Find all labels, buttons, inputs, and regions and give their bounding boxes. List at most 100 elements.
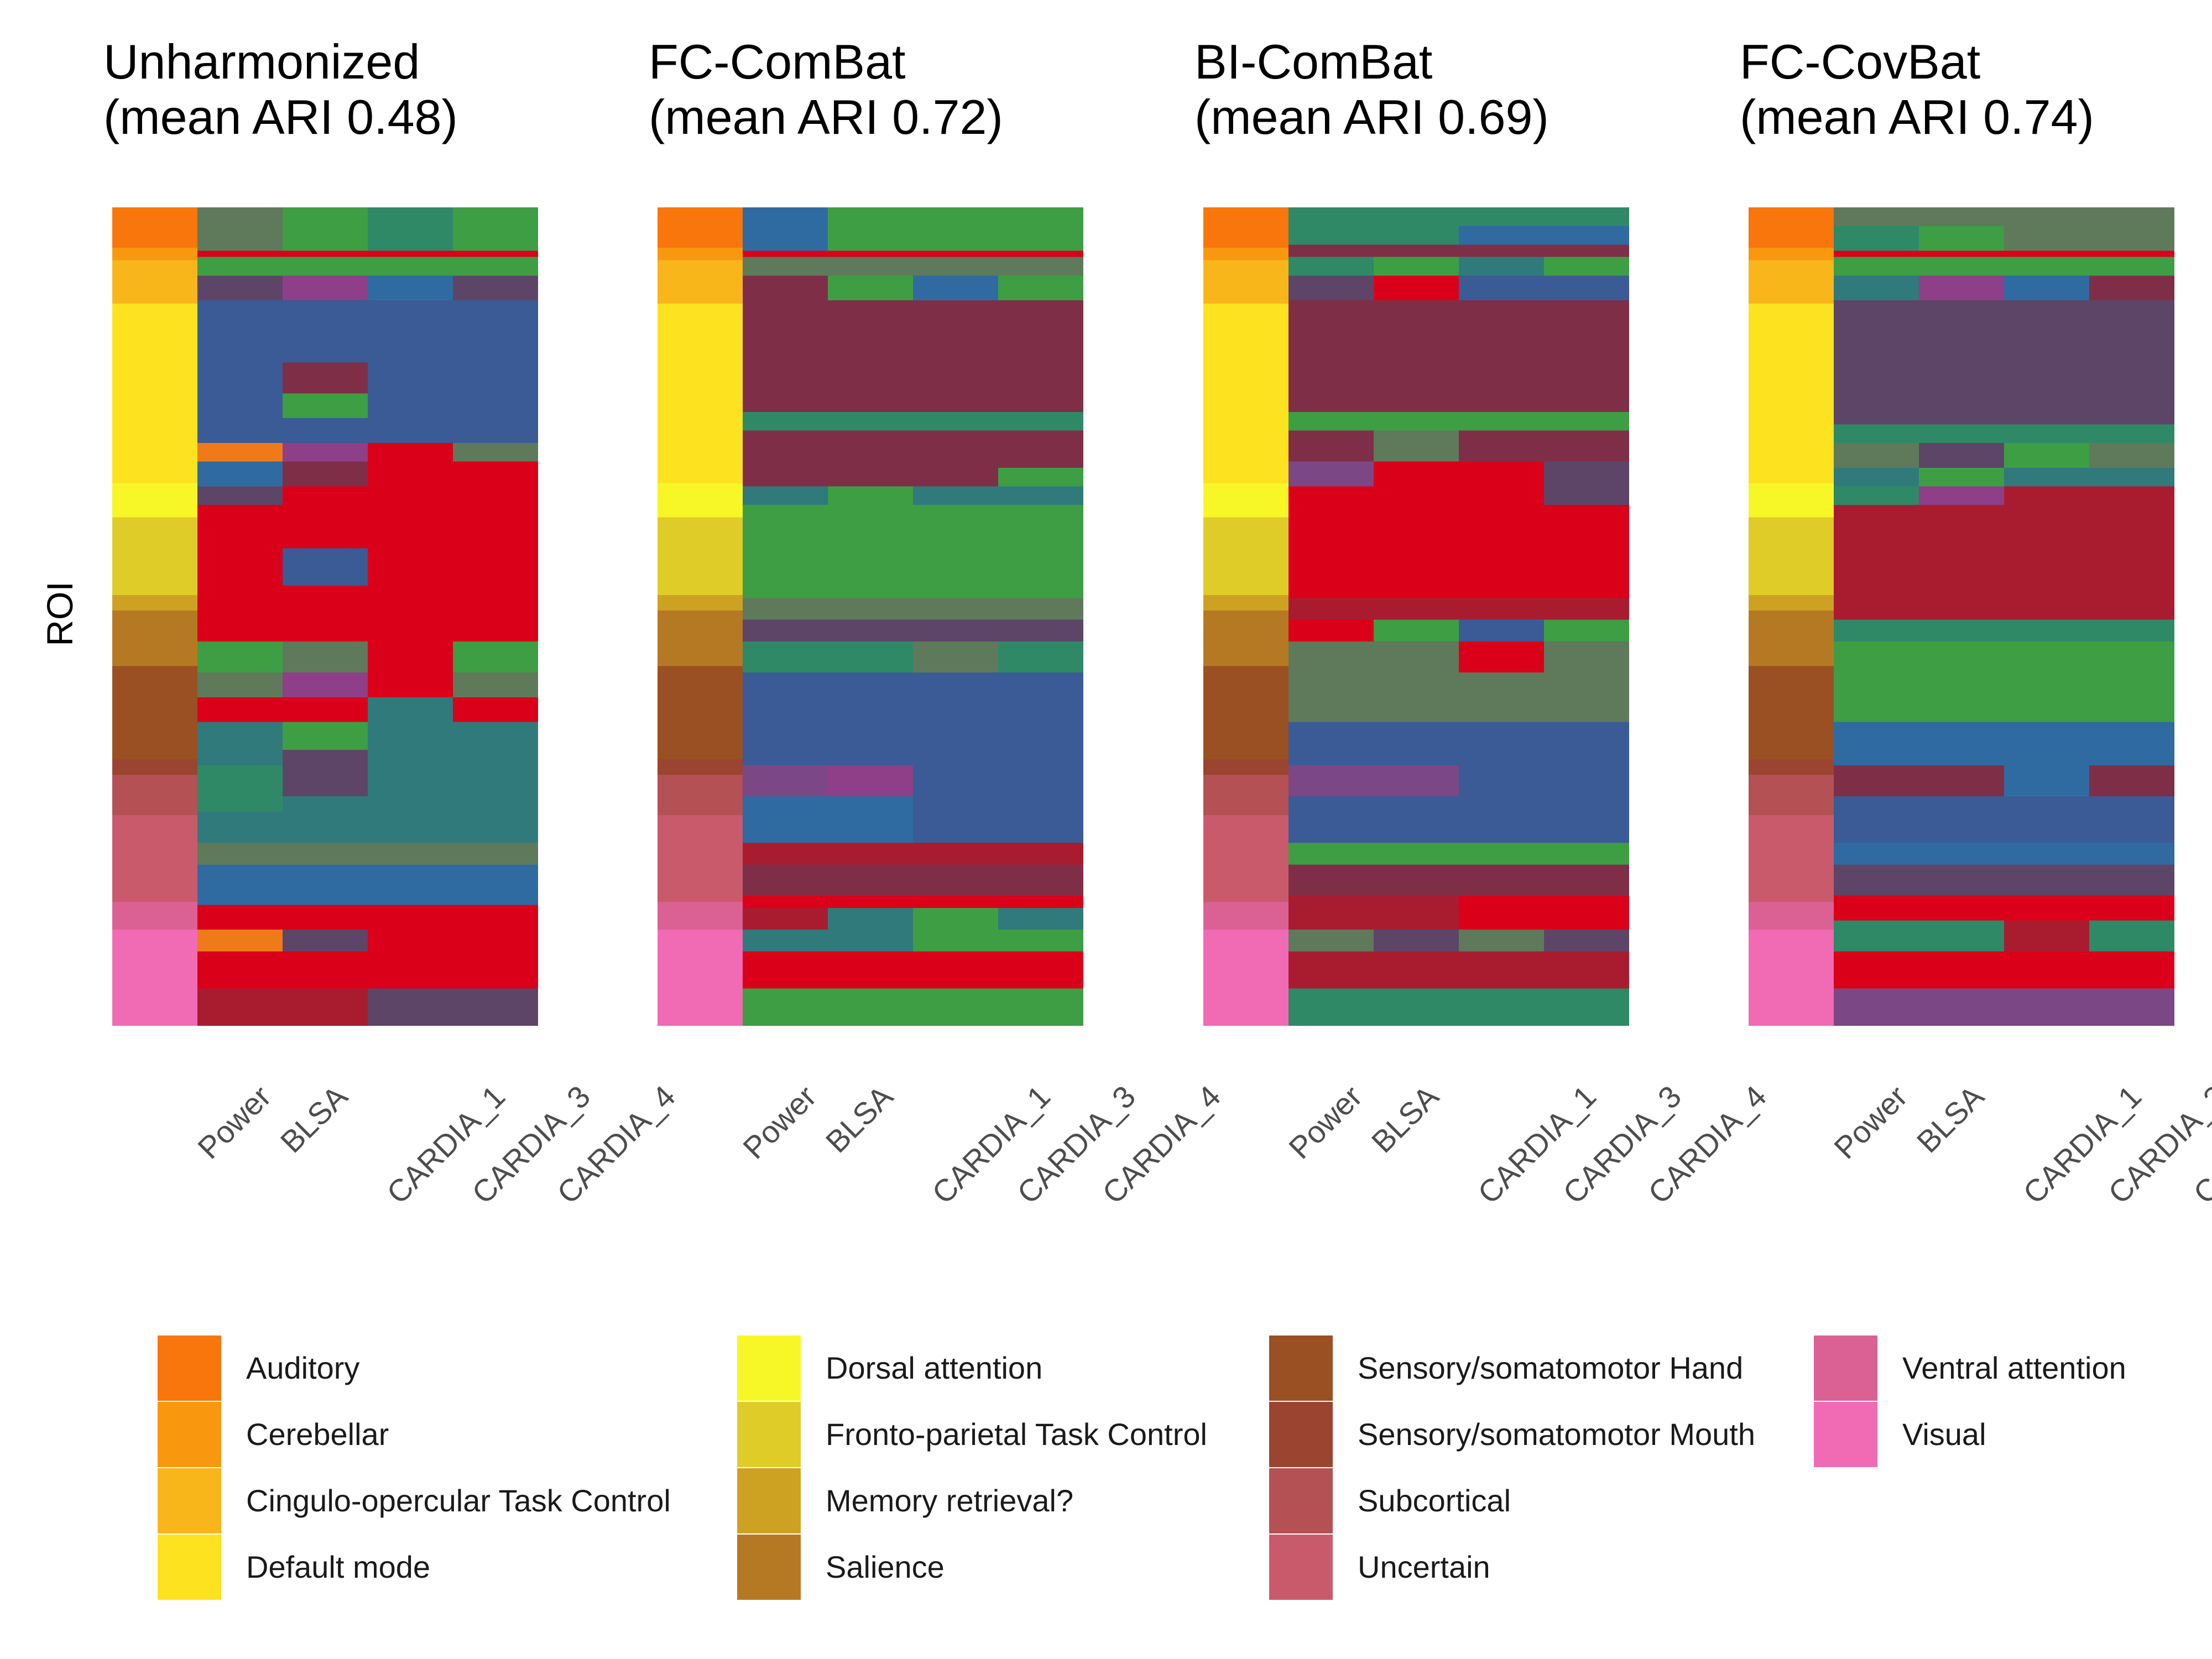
cluster-cell	[828, 505, 913, 598]
power-cell	[1749, 666, 1834, 760]
cluster-cell	[828, 300, 913, 413]
cluster-cell	[453, 505, 538, 620]
cluster-cell	[1288, 300, 1374, 413]
cluster-cell	[197, 722, 283, 766]
cluster-cell	[1288, 257, 1374, 276]
cluster-cell	[1544, 895, 1629, 930]
cluster-cell	[453, 275, 538, 301]
cluster-cell	[197, 619, 283, 642]
cluster-cell	[998, 672, 1083, 723]
cluster-cell	[828, 796, 913, 843]
cluster-cell	[1544, 207, 1629, 227]
legend-label: Fronto-parietal Task Control	[826, 1417, 1207, 1452]
cluster-cell	[283, 796, 368, 843]
cluster-cell	[2089, 843, 2174, 865]
cluster-cell	[2004, 672, 2089, 723]
power-cell	[1203, 774, 1288, 816]
cluster-cell	[1919, 467, 2004, 487]
power-cell	[112, 260, 197, 304]
cluster-cell	[828, 257, 913, 276]
legend-label: Cerebellar	[246, 1417, 389, 1452]
cluster-cell	[743, 300, 828, 413]
x-tick-label: Power	[1282, 1078, 1369, 1166]
cluster-cell	[743, 641, 828, 673]
cluster-cell	[197, 905, 283, 930]
power-cell	[658, 207, 743, 248]
cluster-cell	[1544, 226, 1629, 245]
legend-label: Subcortical	[1358, 1483, 1511, 1518]
cluster-cell	[1288, 598, 1374, 620]
cluster-cell	[1459, 461, 1544, 487]
legend-swatch	[158, 1535, 221, 1600]
cluster-cell	[1374, 765, 1459, 797]
cluster-cell	[998, 951, 1083, 989]
cluster-cell	[913, 722, 998, 843]
cluster-cell	[453, 486, 538, 505]
cluster-cell	[1919, 486, 2004, 505]
cluster-cell	[998, 598, 1083, 620]
cluster-cell	[913, 641, 998, 673]
cluster-cell	[283, 300, 368, 363]
x-tick-label: BLSA	[1364, 1078, 1446, 1160]
cluster-cell	[1919, 796, 2004, 843]
cluster-cell	[368, 461, 453, 487]
heatmap	[1203, 207, 1629, 1026]
power-cell	[1749, 260, 1834, 304]
power-cell	[1203, 517, 1288, 596]
cluster-cell	[1374, 843, 1459, 865]
cluster-cell	[743, 275, 828, 301]
cluster-cell	[1919, 226, 2004, 252]
power-cell	[112, 759, 197, 775]
power-cell	[1749, 483, 1834, 518]
power-cell	[112, 901, 197, 930]
cluster-cell	[2004, 251, 2089, 258]
cluster-cell	[1544, 244, 1629, 258]
cluster-cell	[197, 641, 283, 673]
panel-title-line: (mean ARI 0.74)	[1740, 90, 2094, 144]
cluster-cell	[1834, 275, 1919, 301]
cluster-cell	[368, 697, 453, 723]
cluster-cell	[828, 486, 913, 505]
cluster-cell	[1834, 251, 1919, 258]
power-cell	[658, 666, 743, 760]
cluster-cell	[197, 325, 283, 394]
x-tick-label: Power	[736, 1078, 823, 1166]
cluster-cell	[913, 486, 998, 505]
cluster-cell	[913, 257, 998, 276]
cluster-cell	[1374, 226, 1459, 245]
cluster-cell	[743, 598, 828, 620]
cluster-cell	[743, 412, 828, 431]
cluster-cell	[1288, 412, 1374, 431]
cluster-cell	[1459, 951, 1544, 989]
power-cell	[112, 594, 197, 611]
cluster-cell	[1459, 672, 1544, 723]
cluster-cell	[368, 722, 453, 843]
cluster-cell	[1834, 988, 1919, 1026]
cluster-cell	[283, 251, 368, 258]
power-cell	[1203, 901, 1288, 930]
legend-swatch	[1269, 1468, 1333, 1533]
cluster-cell	[2089, 895, 2174, 921]
power-cell	[1749, 930, 1834, 1026]
cluster-cell	[998, 988, 1083, 1026]
power-cell	[658, 815, 743, 902]
cluster-cell	[453, 443, 538, 462]
power-cell	[1203, 483, 1288, 518]
cluster-cell	[2089, 207, 2174, 227]
cluster-cell	[368, 864, 453, 905]
cluster-cell	[1544, 486, 1629, 505]
cluster-cell	[2089, 722, 2174, 766]
cluster-cell	[1459, 486, 1544, 505]
cluster-cell	[197, 765, 283, 812]
cluster-cell	[998, 505, 1083, 598]
cluster-cell	[1288, 486, 1374, 505]
cluster-cell	[743, 796, 828, 843]
cluster-cell	[913, 619, 998, 642]
cluster-cell	[283, 486, 368, 505]
cluster-cell	[1374, 619, 1459, 642]
cluster-cell	[197, 523, 283, 620]
panel-title-line: FC-CovBat	[1740, 34, 1981, 89]
cluster-cell	[453, 251, 538, 258]
x-tick-label: BLSA	[818, 1078, 900, 1160]
cluster-cell	[1919, 722, 2004, 766]
